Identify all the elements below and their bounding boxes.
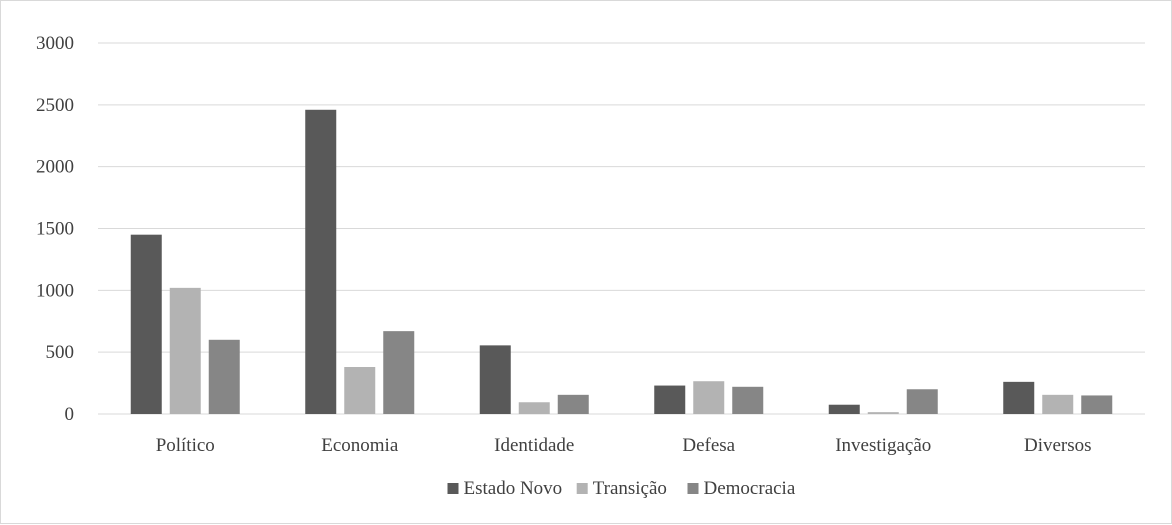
- x-category-label: Investigação: [835, 435, 931, 456]
- y-tick-label: 2500: [36, 95, 74, 116]
- x-category-label: Político: [156, 435, 215, 456]
- y-tick-label: 500: [46, 342, 75, 363]
- bars: [130, 109, 1113, 414]
- legend-label: Democracia: [704, 478, 796, 499]
- bar-Defesa-Transição: [693, 381, 725, 414]
- bar-Identidade-Democracia: [557, 394, 589, 414]
- bar-Economia-Transição: [344, 367, 376, 414]
- bar-Diversos-Transição: [1042, 394, 1074, 414]
- legend-label: Transição: [593, 478, 667, 499]
- bar-Diversos-Estado Novo: [1003, 381, 1035, 414]
- gridlines: [98, 42, 1145, 415]
- bar-Economia-Democracia: [383, 331, 415, 414]
- y-axis-tick-labels: 0 500 1000 1500 2000 2500 3000: [36, 33, 74, 425]
- x-category-label: Economia: [321, 435, 399, 456]
- bar-Investigação-Democracia: [906, 389, 938, 414]
- legend-swatch: [576, 483, 588, 494]
- bar-Identidade-Transição: [518, 402, 550, 414]
- legend-swatch: [447, 483, 459, 494]
- x-category-label: Defesa: [682, 435, 735, 456]
- y-tick-label: 1500: [36, 219, 74, 240]
- bar-Defesa-Estado Novo: [654, 385, 686, 414]
- legend: Estado Novo Transição Democracia: [447, 478, 796, 499]
- x-category-label: Diversos: [1024, 435, 1092, 456]
- bar-Político-Estado Novo: [130, 234, 162, 414]
- x-axis-category-labels: Político Economia Identidade Defesa Investig…: [156, 435, 1092, 456]
- bar-Político-Democracia: [208, 339, 240, 414]
- y-tick-label: 1000: [36, 280, 74, 301]
- bar-Economia-Estado Novo: [305, 109, 337, 414]
- bar-Diversos-Democracia: [1081, 395, 1113, 414]
- bar-Investigação-Estado Novo: [828, 404, 860, 414]
- bar-Político-Transição: [169, 287, 201, 414]
- y-tick-label: 0: [65, 404, 75, 425]
- y-tick-label: 3000: [36, 33, 74, 54]
- bar-Defesa-Democracia: [732, 386, 764, 414]
- legend-label: Estado Novo: [464, 478, 563, 499]
- y-tick-label: 2000: [36, 157, 74, 178]
- legend-swatch: [687, 483, 699, 494]
- x-category-label: Identidade: [494, 435, 574, 456]
- bar-Investigação-Transição: [867, 412, 899, 414]
- bar-Identidade-Estado Novo: [479, 345, 511, 414]
